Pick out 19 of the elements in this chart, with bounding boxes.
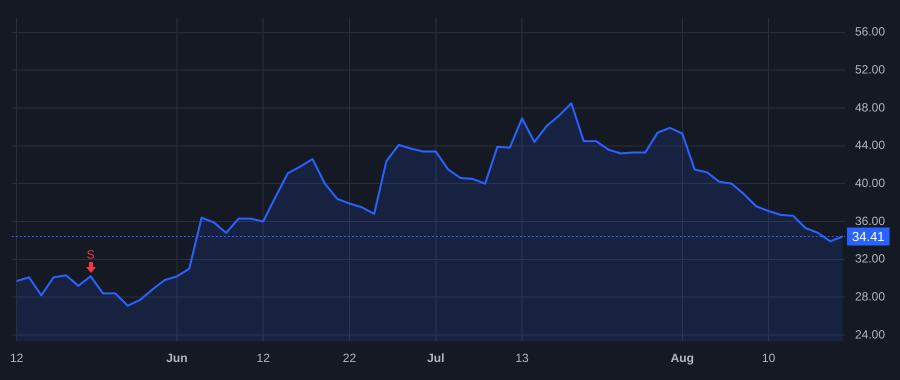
x-tick-label: 22 (342, 351, 356, 366)
x-tick-label: 12 (10, 351, 24, 366)
y-tick-label: 48.00 (855, 100, 886, 114)
x-tick-label: 10 (762, 351, 776, 366)
y-tick-label: 44.00 (855, 138, 886, 152)
ref-line-label: 34.41 (852, 229, 885, 244)
x-tick-label: 13 (515, 351, 530, 366)
y-tick-label: 52.00 (855, 62, 886, 76)
x-tick-label: 12 (256, 351, 270, 366)
y-tick-label: 36.00 (855, 214, 886, 228)
x-tick-label: Jun (166, 351, 188, 366)
x-tick-label: Aug (670, 351, 694, 366)
y-tick-label: 24.00 (855, 327, 886, 342)
y-tick-label: 40.00 (855, 176, 886, 190)
x-tick-label: Jul (427, 351, 444, 366)
annotation: S (86, 247, 95, 262)
y-tick-label: 28.00 (855, 289, 886, 304)
y-tick-label: 32.00 (855, 252, 886, 266)
y-tick-label: 56.00 (855, 24, 886, 39)
